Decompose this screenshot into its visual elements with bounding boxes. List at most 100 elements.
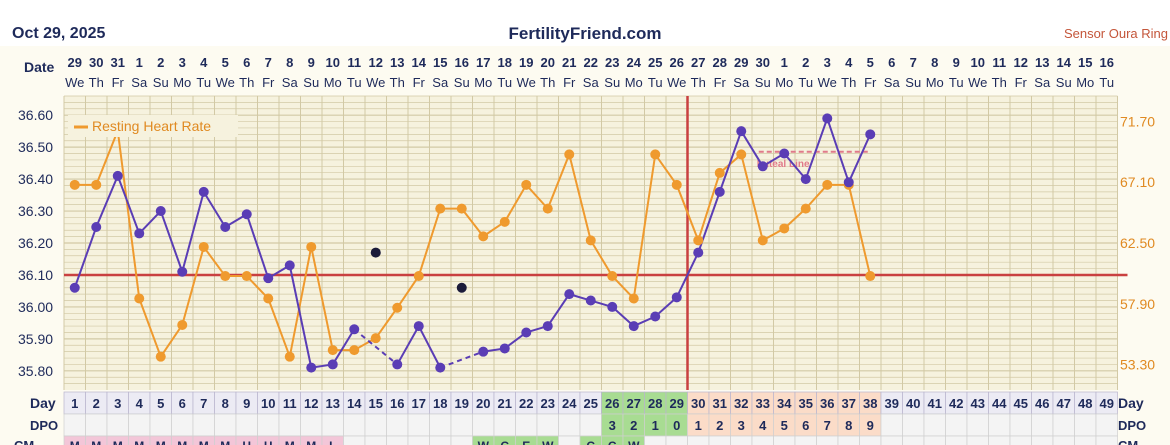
cm-cell <box>579 435 602 445</box>
day-number: 46 <box>1035 396 1049 411</box>
day-number: 15 <box>369 396 383 411</box>
day-number: 19 <box>455 396 469 411</box>
weekday-label: Tu <box>196 75 211 90</box>
cm-cell <box>171 435 194 445</box>
weekday-label: Su <box>755 75 771 90</box>
rhr-point <box>306 241 317 252</box>
cm-value: E <box>522 439 530 445</box>
cm-cell <box>837 435 860 445</box>
cm-cell <box>708 435 731 445</box>
weekday-label: Sa <box>733 75 750 90</box>
left-tick-label: 36.30 <box>18 203 53 219</box>
cm-cell <box>1031 435 1054 445</box>
bbt-point <box>413 321 424 332</box>
bbt-point <box>284 260 295 271</box>
cm-value: W <box>478 439 490 445</box>
date-label: 17 <box>476 55 490 70</box>
rhr-point <box>370 333 381 344</box>
date-label: 15 <box>1078 55 1092 70</box>
rhr-segment <box>95 130 119 186</box>
dpo-cell <box>128 413 151 437</box>
cm-cell <box>665 435 688 445</box>
date-label: 6 <box>888 55 895 70</box>
cm-value: M <box>220 439 230 445</box>
rhr-point <box>800 203 811 214</box>
rhr-point <box>198 241 209 252</box>
bbt-segment <box>826 118 850 183</box>
bbt-point <box>693 247 704 258</box>
weekday-label: Tu <box>949 75 964 90</box>
rhr-point <box>69 179 80 190</box>
bbt-segment <box>138 210 162 235</box>
bbt-segment <box>353 328 398 366</box>
bbt-point <box>542 321 553 332</box>
rhr-segment <box>697 172 721 241</box>
day-number: 36 <box>820 396 834 411</box>
left-tick-label: 36.50 <box>18 139 53 155</box>
legend-box <box>68 115 238 137</box>
left-tick-label: 36.60 <box>18 107 53 123</box>
rhr-point <box>456 203 467 214</box>
date-label: 18 <box>498 55 512 70</box>
dpo-cell <box>536 413 559 437</box>
bbt-point <box>134 228 145 239</box>
bbt-point <box>392 359 403 370</box>
weekday-label: Mo <box>324 75 342 90</box>
weekday-label: Th <box>992 75 1007 90</box>
day-number: 45 <box>1014 396 1028 411</box>
day-number: 38 <box>863 396 877 411</box>
bbt-point <box>91 222 102 233</box>
cm-cell <box>902 435 925 445</box>
bbt-point <box>69 282 80 293</box>
rhr-point <box>607 271 618 282</box>
day-number: 25 <box>584 396 598 411</box>
dpo-value: 7 <box>824 418 831 433</box>
date-label: 8 <box>286 55 293 70</box>
rhr-point <box>564 149 575 160</box>
day-number: 47 <box>1057 396 1071 411</box>
day-number: 4 <box>136 396 144 411</box>
cm-row-label: CM <box>14 438 34 445</box>
date-label: 31 <box>111 55 125 70</box>
date-label: 8 <box>931 55 938 70</box>
date-label: 22 <box>584 55 598 70</box>
bbt-segment <box>116 175 141 234</box>
cm-cell <box>558 435 581 445</box>
weekday-label: Sa <box>1034 75 1051 90</box>
weekday-label: Th <box>691 75 706 90</box>
day-number: 5 <box>157 396 164 411</box>
rhr-point <box>585 235 596 246</box>
date-label: 6 <box>243 55 250 70</box>
day-number: 17 <box>412 396 426 411</box>
weekday-label: Sa <box>282 75 299 90</box>
day-row-label: Day <box>30 395 56 411</box>
weekday-label: We <box>216 75 235 90</box>
cm-value: C <box>500 439 509 445</box>
cm-cell <box>300 435 323 445</box>
weekday-label: Su <box>905 75 921 90</box>
bbt-segment <box>740 130 764 167</box>
rhr-segment <box>374 307 399 339</box>
dpo-cell <box>472 413 495 437</box>
dpo-cell <box>1052 413 1075 437</box>
weekday-label: We <box>667 75 686 90</box>
rhr-segment <box>460 208 485 238</box>
date-label: 29 <box>68 55 82 70</box>
sensor-label: Sensor Oura Ring <box>1063 26 1168 41</box>
weekday-label: Fr <box>262 75 275 90</box>
cm-cell <box>730 435 753 445</box>
rhr-segment <box>310 246 334 351</box>
date-label: 23 <box>605 55 619 70</box>
date-label: 26 <box>670 55 684 70</box>
date-label: 2 <box>802 55 809 70</box>
bbt-point <box>112 170 123 181</box>
cm-cell <box>493 435 516 445</box>
dpo-cell <box>988 413 1011 437</box>
weekday-label: Mo <box>1076 75 1094 90</box>
weekday-label: Th <box>540 75 555 90</box>
dpo-cell <box>106 413 129 437</box>
day-number: 23 <box>541 396 555 411</box>
site-title[interactable]: FertilityFriend.com <box>508 24 662 43</box>
weekday-label: Sa <box>131 75 148 90</box>
date-label: 27 <box>691 55 705 70</box>
